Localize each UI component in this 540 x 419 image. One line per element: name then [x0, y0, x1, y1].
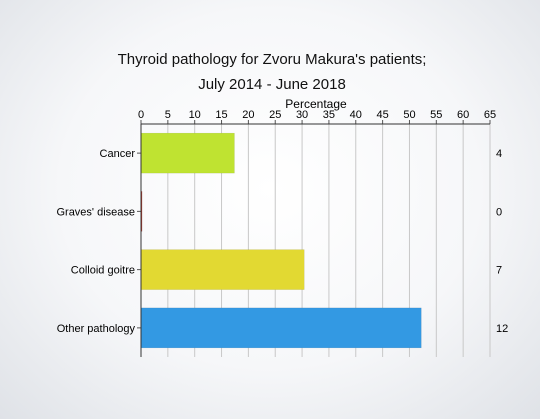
x-axis-title: Percentage [285, 97, 347, 111]
x-tick-label: 45 [376, 109, 388, 121]
bar [140, 249, 305, 290]
x-tick-label: 0 [138, 109, 144, 121]
x-tick-label: 35 [323, 109, 335, 121]
x-tick-label: 5 [165, 109, 171, 121]
x-tick-label: 60 [457, 109, 469, 121]
category-label: Colloid goitre [71, 265, 135, 277]
value-label: 7 [496, 265, 502, 277]
x-tick-label: 55 [430, 109, 442, 121]
chart-title: Thyroid pathology for Zvoru Makura's pat… [118, 51, 427, 68]
x-tick-labels: 0 5 10 15 20 25 30 35 40 45 50 55 60 65 [138, 109, 496, 124]
bar [140, 132, 235, 174]
x-tick-label: 10 [189, 109, 201, 121]
category-labels: Cancer Graves' disease Colloid goitre Other… [56, 148, 141, 335]
axes [140, 123, 490, 357]
x-tick-label: 20 [242, 109, 254, 121]
value-labels: 4 0 7 12 [496, 148, 508, 335]
category-label: Cancer [100, 148, 136, 160]
x-tick-label: 15 [215, 109, 227, 121]
x-tick-label: 30 [296, 109, 308, 121]
value-label: 12 [496, 323, 508, 335]
category-label: Graves' disease [56, 206, 135, 218]
chart-subtitle: July 2014 - June 2018 [198, 76, 346, 93]
category-label: Other pathology [57, 323, 136, 335]
x-tick-label: 50 [403, 109, 415, 121]
value-label: 4 [496, 148, 502, 160]
bar [140, 307, 422, 349]
bars [140, 132, 422, 349]
x-tick-label: 65 [484, 109, 496, 121]
value-label: 0 [496, 206, 502, 218]
x-tick-label: 25 [269, 109, 281, 121]
x-tick-label: 40 [350, 109, 362, 121]
